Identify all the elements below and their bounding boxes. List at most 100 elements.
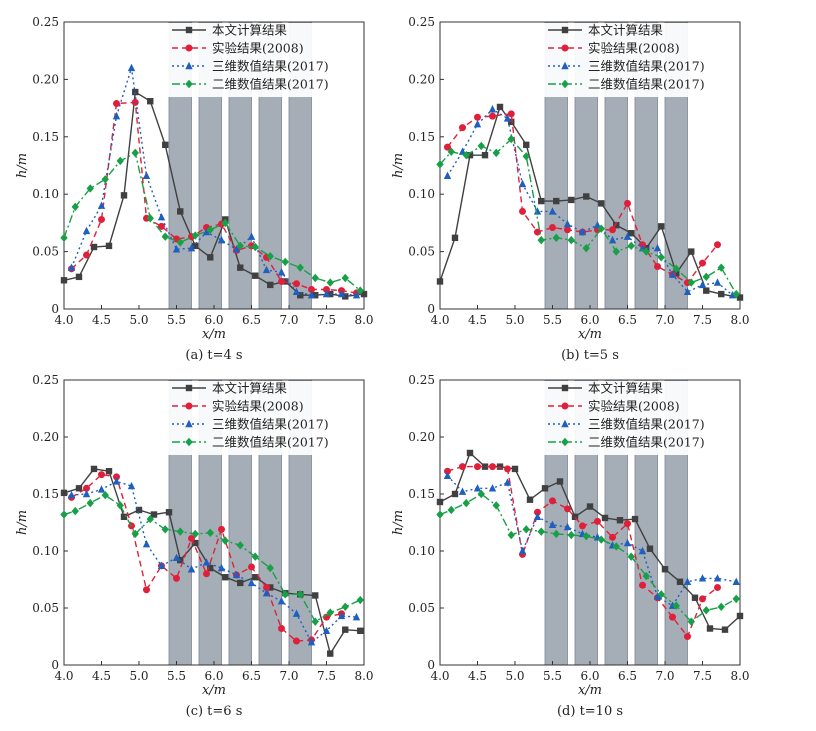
data-point [477, 141, 485, 151]
x-tick-label: 6.0 [580, 313, 599, 327]
y-tick-label: 0 [427, 658, 435, 672]
legend-label: 三维数值结果(2017) [588, 417, 705, 432]
data-point [357, 627, 364, 634]
data-point [177, 208, 184, 215]
x-tick-label: 5.5 [543, 313, 562, 327]
legend-marker [561, 61, 569, 70]
data-point [188, 534, 195, 542]
data-point [277, 268, 286, 276]
data-point [207, 564, 214, 572]
x-tick-label: 5.0 [505, 669, 524, 683]
data-point [112, 111, 121, 120]
data-point [101, 490, 109, 500]
data-point [594, 517, 601, 525]
y-tick-label: 0.10 [32, 187, 59, 201]
data-point [71, 506, 79, 516]
x-tick-label: 5.0 [505, 313, 524, 327]
data-point [292, 287, 301, 295]
data-point [601, 514, 609, 522]
x-tick-label: 7.0 [279, 313, 298, 327]
data-point [263, 583, 270, 591]
data-point [672, 601, 680, 610]
data-point [627, 241, 635, 251]
data-point [489, 463, 496, 471]
legend-label: 二维数值结果(2017) [588, 77, 705, 92]
data-point [466, 449, 474, 457]
data-point [714, 241, 721, 249]
data-point [267, 584, 274, 591]
data-point [473, 119, 482, 128]
x-tick-label: 8.0 [730, 313, 749, 327]
legend-label: 实验结果(2008) [588, 41, 680, 56]
data-point [541, 485, 549, 492]
data-point [311, 617, 319, 626]
x-axis-label: x/m [202, 327, 226, 342]
data-point [608, 235, 617, 244]
data-point [488, 105, 497, 113]
data-point [627, 552, 635, 561]
y-tick-label: 0.05 [408, 245, 435, 259]
data-point [217, 563, 226, 572]
data-point [538, 197, 545, 205]
legend-label: 本文计算结果 [212, 381, 288, 396]
data-point [571, 513, 579, 520]
data-point [176, 527, 184, 536]
data-point [582, 531, 590, 541]
x-tick-label: 4.0 [430, 313, 449, 327]
data-point [222, 574, 229, 581]
data-point [474, 113, 481, 121]
legend-marker [561, 26, 569, 34]
data-point [673, 270, 680, 277]
data-point [496, 103, 504, 111]
data-point [477, 489, 485, 499]
data-point [131, 529, 139, 539]
data-point [172, 245, 181, 253]
x-axis-label: x/m [578, 327, 602, 342]
data-point [236, 241, 244, 251]
data-point [447, 147, 455, 156]
data-point [251, 242, 259, 252]
legend-marker [185, 61, 193, 70]
series-4 [60, 148, 364, 295]
data-point [713, 278, 722, 286]
data-point [60, 489, 68, 497]
y-tick-label: 0.20 [32, 430, 59, 444]
data-point [105, 242, 113, 250]
data-point [237, 579, 244, 587]
data-point [489, 112, 496, 120]
data-point [352, 291, 361, 299]
data-point [75, 273, 83, 281]
panel-caption: (c) t=6 s [186, 704, 243, 719]
series-3 [67, 477, 361, 646]
data-point [83, 251, 90, 259]
data-point [326, 608, 334, 617]
data-point [612, 247, 620, 256]
y-tick-label: 0 [51, 658, 59, 672]
data-point [82, 489, 91, 498]
chart-panel-2: 4.0 4.5 5.0 5.5 6.0 6.5 7.0 7.5 8.0 0 0.05 0.10 0.15… [391, 15, 750, 363]
data-point [567, 235, 575, 245]
data-point [473, 484, 482, 492]
legend-marker [185, 419, 193, 428]
legend-marker [561, 402, 569, 410]
data-point [113, 100, 120, 108]
data-point [699, 595, 706, 603]
data-point [703, 287, 710, 294]
data-point [341, 602, 349, 612]
data-point [191, 529, 199, 539]
data-point [503, 114, 512, 122]
data-point [67, 490, 76, 499]
data-point [192, 539, 199, 547]
data-point [436, 510, 444, 519]
data-point [642, 571, 650, 581]
data-point [717, 263, 725, 272]
data-point [503, 478, 512, 486]
data-point [661, 566, 669, 573]
data-point [522, 525, 530, 534]
legend-label: 实验结果(2008) [588, 399, 680, 414]
data-point [687, 617, 695, 626]
series-3 [443, 105, 737, 299]
data-point [297, 292, 304, 299]
